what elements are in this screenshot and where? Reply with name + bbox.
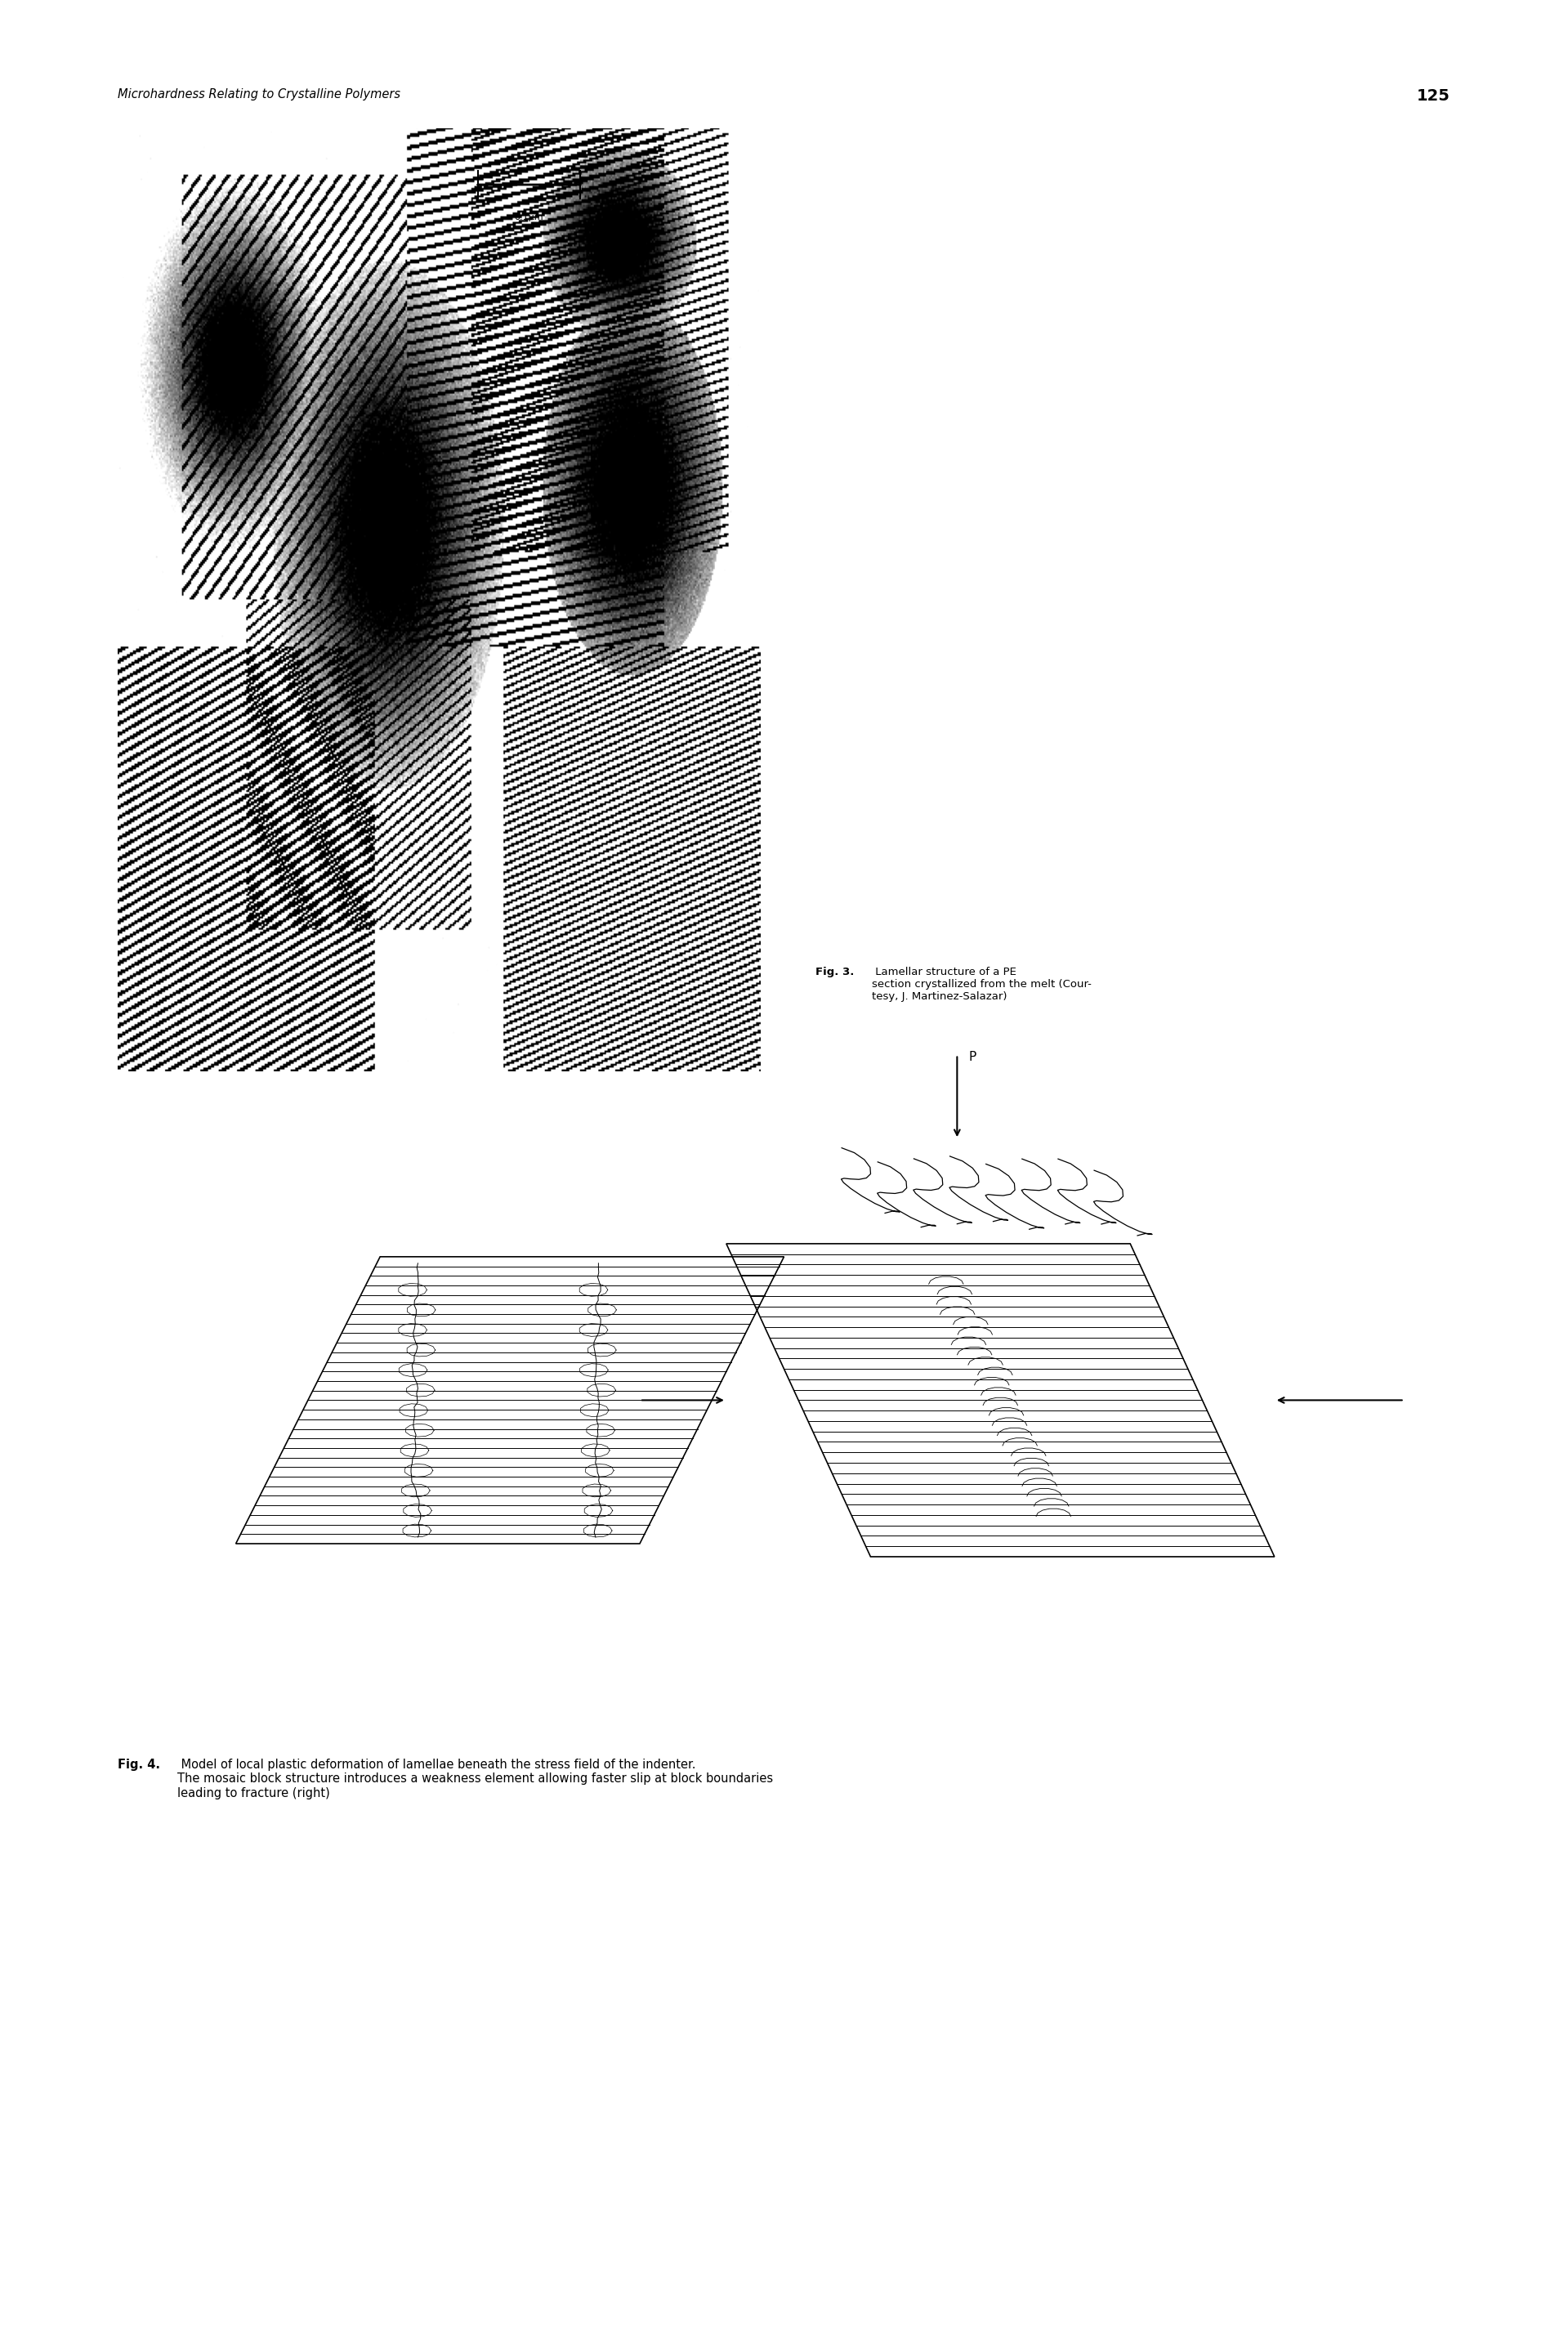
Text: Fig. 4.: Fig. 4. [118,1758,160,1770]
Text: Fig. 3.: Fig. 3. [815,967,855,978]
Text: P: P [969,1050,977,1062]
Text: Microhardness Relating to Crystalline Polymers: Microhardness Relating to Crystalline Po… [118,89,400,100]
Text: Lamellar structure of a PE
section crystallized from the melt (Cour-
tesy, J. Ma: Lamellar structure of a PE section cryst… [872,967,1091,1001]
Text: Model of local plastic deformation of lamellae beneath the stress field of the i: Model of local plastic deformation of la… [177,1758,773,1798]
Text: 125: 125 [1417,89,1450,105]
Text: 0.1μm: 0.1μm [514,212,544,221]
